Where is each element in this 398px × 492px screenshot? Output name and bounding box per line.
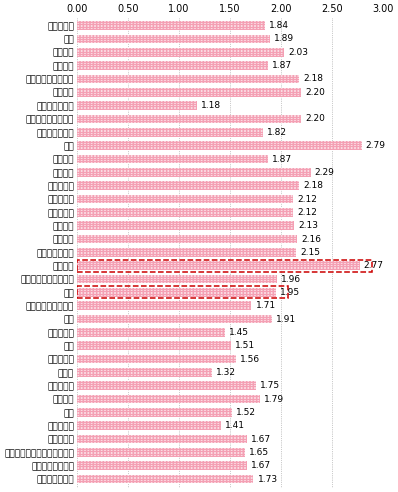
Bar: [77, 115, 301, 123]
Text: 1.52: 1.52: [236, 408, 256, 417]
Bar: [77, 128, 263, 137]
Text: 1.18: 1.18: [201, 101, 222, 110]
Bar: [77, 88, 301, 96]
Text: 1.73: 1.73: [258, 475, 278, 484]
Text: 1.87: 1.87: [272, 61, 292, 70]
Text: 2.18: 2.18: [304, 74, 324, 84]
Text: 2.77: 2.77: [364, 261, 384, 270]
Text: 1.87: 1.87: [272, 154, 292, 163]
Text: 1.95: 1.95: [280, 288, 300, 297]
Text: 2.15: 2.15: [300, 248, 320, 257]
Bar: [77, 141, 362, 150]
Bar: [77, 34, 270, 43]
Text: 2.18: 2.18: [304, 181, 324, 190]
Text: 2.20: 2.20: [306, 88, 326, 97]
Bar: [77, 286, 288, 299]
Bar: [77, 395, 259, 403]
Bar: [77, 221, 294, 230]
Text: 2.16: 2.16: [301, 235, 322, 244]
Text: 1.45: 1.45: [229, 328, 249, 337]
Text: 2.79: 2.79: [366, 141, 386, 150]
Bar: [77, 21, 265, 30]
Text: 1.65: 1.65: [250, 448, 269, 457]
Bar: [77, 248, 297, 257]
Bar: [77, 475, 254, 484]
Bar: [77, 195, 293, 203]
Bar: [77, 235, 297, 244]
Bar: [77, 448, 245, 457]
Bar: [77, 75, 299, 83]
Bar: [77, 422, 221, 430]
Bar: [77, 461, 247, 470]
Bar: [77, 208, 293, 216]
Bar: [77, 168, 311, 177]
Text: 1.75: 1.75: [259, 381, 280, 390]
Bar: [77, 101, 197, 110]
Text: 1.41: 1.41: [225, 421, 245, 430]
Bar: [77, 302, 252, 310]
Bar: [77, 182, 299, 190]
Bar: [77, 62, 268, 70]
Text: 1.96: 1.96: [281, 275, 301, 283]
Bar: [77, 408, 232, 417]
Bar: [77, 315, 272, 323]
Text: 1.51: 1.51: [235, 341, 255, 350]
Text: 1.71: 1.71: [256, 301, 276, 310]
Text: 2.13: 2.13: [298, 221, 318, 230]
Bar: [77, 275, 277, 283]
Text: 2.12: 2.12: [297, 194, 317, 204]
Text: 1.56: 1.56: [240, 355, 260, 364]
Text: 1.89: 1.89: [274, 34, 294, 43]
Bar: [77, 48, 284, 57]
Text: 2.03: 2.03: [288, 48, 308, 57]
Bar: [77, 368, 212, 377]
Text: 1.84: 1.84: [269, 21, 289, 30]
Text: 2.20: 2.20: [306, 115, 326, 123]
Text: 1.79: 1.79: [264, 395, 284, 403]
Bar: [77, 260, 372, 272]
Bar: [77, 261, 360, 270]
Bar: [77, 381, 256, 390]
Bar: [77, 355, 236, 364]
Bar: [77, 328, 225, 337]
Text: 1.91: 1.91: [276, 314, 296, 324]
Bar: [77, 154, 268, 163]
Text: 1.67: 1.67: [252, 461, 271, 470]
Text: 1.67: 1.67: [252, 434, 271, 444]
Bar: [77, 435, 247, 443]
Bar: [77, 288, 276, 297]
Text: 1.82: 1.82: [267, 128, 287, 137]
Text: 2.12: 2.12: [297, 208, 317, 217]
Text: 1.32: 1.32: [216, 368, 236, 377]
Text: 2.29: 2.29: [315, 168, 335, 177]
Bar: [77, 341, 231, 350]
